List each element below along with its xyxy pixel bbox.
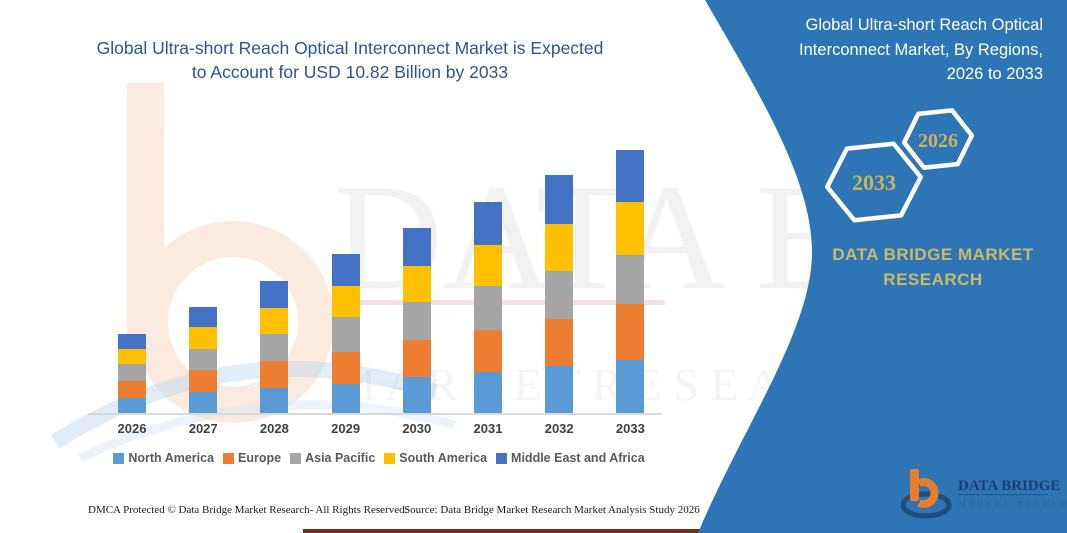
- bar-segment-south-america-2028: [260, 307, 289, 335]
- bar-segment-europe-2032: [545, 318, 574, 367]
- bar-segment-europe-2029: [331, 352, 360, 384]
- panel-title: Global Ultra-short Reach Optical Interco…: [799, 16, 1043, 83]
- chart-legend: North America Europe Asia Pacific South Ame…: [86, 451, 672, 465]
- bar-segment-asia-pacific-2029: [331, 317, 360, 353]
- bar-segment-north-america-2026: [118, 397, 146, 413]
- legend-swatch-icon: [113, 452, 125, 464]
- bar-segment-middle-east-and-africa-2033: [616, 149, 645, 203]
- brand-text-line2: RESEARCH: [883, 270, 983, 289]
- bar-segment-europe-2030: [402, 339, 431, 377]
- x-axis-label-2028: 2028: [259, 421, 289, 436]
- dbmr-logo-name: DATA BRIDGE: [958, 478, 1060, 494]
- bar-segment-europe-2031: [474, 329, 502, 372]
- legend-label: Asia Pacific: [305, 451, 376, 465]
- bar-segment-middle-east-and-africa-2029: [331, 253, 360, 287]
- legend-swatch-icon: [384, 452, 396, 464]
- bar-segment-asia-pacific-2033: [616, 254, 645, 304]
- bar-segment-north-america-2028: [260, 387, 289, 413]
- bar-segment-asia-pacific-2030: [402, 302, 431, 340]
- bar-segment-asia-pacific-2028: [260, 334, 289, 361]
- legend-swatch-icon: [290, 452, 302, 464]
- bottom-accent-rule: [303, 529, 703, 533]
- bar-segment-north-america-2030: [402, 376, 431, 413]
- bar-segment-europe-2027: [189, 370, 218, 393]
- brand-text-line1: DATA BRIDGE MARKET: [832, 245, 1034, 264]
- hexagon-year-2026: 2026: [918, 130, 958, 152]
- dbmr-logo: DATA BRIDGE MARKET RESEARCH: [900, 469, 1067, 519]
- bar-segment-middle-east-and-africa-2026: [118, 334, 146, 349]
- legend-label: Europe: [238, 451, 282, 465]
- hexagon-year-2033: 2033: [852, 170, 896, 195]
- legend-item-south-america: South America: [384, 451, 487, 465]
- bar-segment-north-america-2032: [545, 366, 574, 413]
- logo-b-watermark: [127, 83, 334, 423]
- bar-segment-south-america-2031: [474, 245, 502, 286]
- brand-text: DATA BRIDGE MARKET RESEARCH: [818, 242, 1048, 292]
- legend-item-europe: Europe: [223, 451, 281, 465]
- dmca-notice: DMCA Protected © Data Bridge Market Rese…: [88, 504, 408, 516]
- bar-segment-north-america-2033: [616, 359, 645, 413]
- legend-item-middle-east-and-africa: Middle East and Africa: [496, 451, 645, 465]
- bar-segment-middle-east-and-africa-2031: [474, 202, 502, 246]
- bar-segment-south-america-2027: [189, 327, 218, 350]
- bar-segment-middle-east-and-africa-2027: [189, 307, 218, 328]
- bar-segment-asia-pacific-2027: [189, 349, 218, 371]
- x-axis-label-2026: 2026: [117, 421, 147, 436]
- legend-swatch-icon: [496, 452, 508, 464]
- bar-segment-middle-east-and-africa-2028: [260, 281, 289, 308]
- panel-background-shape: [698, 0, 1067, 533]
- chart-headline-line2: to Account for USD 10.82 Billion by 2033: [191, 62, 509, 82]
- bar-segment-asia-pacific-2026: [118, 364, 146, 382]
- x-axis-label-2033: 2033: [615, 421, 645, 436]
- bar-segment-asia-pacific-2031: [474, 285, 502, 330]
- bar-segment-south-america-2033: [616, 202, 645, 255]
- bar-segment-middle-east-and-africa-2030: [402, 227, 431, 266]
- legend-item-asia-pacific: Asia Pacific: [290, 451, 375, 465]
- x-axis-label-2032: 2032: [544, 421, 574, 436]
- hexagon-badge-2026: [901, 108, 975, 170]
- x-axis-label-2030: 2030: [402, 421, 432, 436]
- x-axis-label-2031: 2031: [473, 421, 503, 436]
- bar-segment-europe-2028: [260, 360, 289, 388]
- x-axis-label-2027: 2027: [188, 421, 218, 436]
- bar-segment-south-america-2030: [402, 265, 431, 303]
- bar-segment-europe-2026: [118, 381, 146, 398]
- bar-segment-north-america-2027: [189, 392, 218, 413]
- dbmr-logo-sub: MARKET RESEARCH: [959, 500, 1067, 509]
- legend-label: Middle East and Africa: [511, 451, 645, 465]
- hexagon-badge-2033: [825, 141, 923, 223]
- bar-segment-south-america-2026: [118, 348, 146, 365]
- chart-headline: Global Ultra-short Reach Optical Interco…: [58, 36, 642, 84]
- source-note: Source: Data Bridge Market Research Mark…: [404, 504, 700, 516]
- bar-segment-europe-2033: [616, 303, 645, 360]
- legend-item-north-america: North America: [113, 451, 214, 465]
- x-axis-label-2029: 2029: [331, 421, 361, 436]
- bar-segment-south-america-2029: [331, 286, 360, 318]
- bar-segment-north-america-2031: [474, 371, 502, 413]
- legend-label: North America: [128, 451, 215, 465]
- bar-segment-south-america-2032: [545, 223, 574, 272]
- bar-segment-asia-pacific-2032: [545, 271, 574, 319]
- legend-label: South America: [399, 451, 488, 465]
- x-axis-line: [88, 413, 662, 415]
- bar-segment-middle-east-and-africa-2032: [545, 175, 574, 224]
- dbmr-logo-mark-icon: [900, 469, 952, 519]
- chart-headline-line1: Global Ultra-short Reach Optical Interco…: [96, 38, 604, 58]
- legend-swatch-icon: [223, 452, 235, 464]
- bar-segment-north-america-2029: [331, 383, 360, 413]
